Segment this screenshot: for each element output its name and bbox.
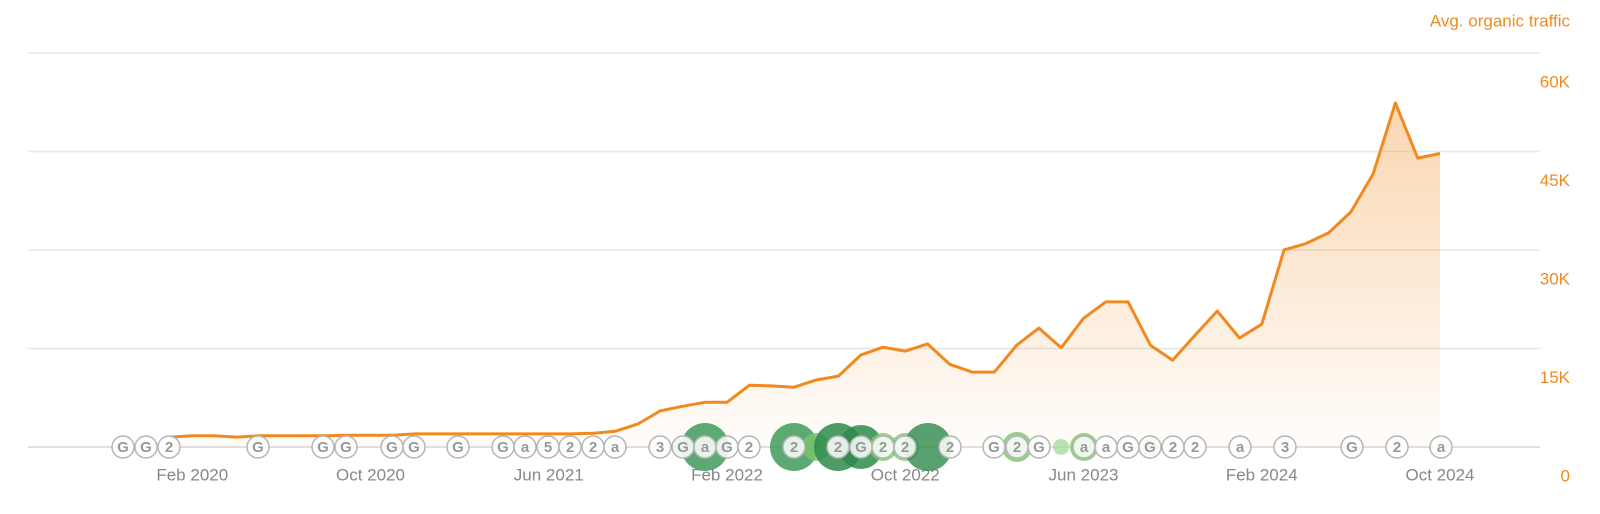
event-marker xyxy=(1027,435,1051,459)
area xyxy=(170,102,1440,448)
event-marker xyxy=(1138,435,1162,459)
event-label: 2 xyxy=(1191,439,1199,456)
x-tick-label: Feb 2024 xyxy=(1226,465,1298,484)
event-marker xyxy=(1429,435,1453,459)
event-label: G xyxy=(408,439,420,456)
event-label: 5 xyxy=(544,439,552,456)
event-label: G xyxy=(252,439,264,456)
event-marker xyxy=(558,435,582,459)
event-label: G xyxy=(386,439,398,456)
event-label: G xyxy=(1033,439,1045,456)
event-marker xyxy=(1340,435,1364,459)
event-marker xyxy=(134,435,158,459)
event-label: 2 xyxy=(834,439,842,456)
event-label: 3 xyxy=(1281,439,1289,456)
event-label: G xyxy=(1122,439,1134,456)
event-marker xyxy=(402,435,426,459)
event-label: 2 xyxy=(1013,439,1021,456)
event-label: G xyxy=(317,439,329,456)
event-marker xyxy=(311,435,335,459)
event-marker xyxy=(782,435,806,459)
event-label: G xyxy=(988,439,1000,456)
event-label: G xyxy=(721,439,733,456)
event-marker xyxy=(246,435,270,459)
event-label: 2 xyxy=(901,439,909,456)
event-label: a xyxy=(1437,439,1446,456)
event-marker xyxy=(1183,435,1207,459)
event-marker xyxy=(1273,435,1297,459)
event-marker xyxy=(446,435,470,459)
event-label: G xyxy=(1144,439,1156,456)
event-label: G xyxy=(1346,439,1358,456)
event-label: a xyxy=(1236,439,1245,456)
y-tick-label: 0 xyxy=(1561,466,1570,485)
event-marker xyxy=(938,435,962,459)
event-label: 2 xyxy=(790,439,798,456)
event-marker xyxy=(893,435,917,459)
event-marker xyxy=(334,435,358,459)
y-tick-label: 15K xyxy=(1540,368,1571,387)
traffic-line xyxy=(169,101,1441,439)
event-label: a xyxy=(1080,439,1089,456)
event-label: 3 xyxy=(656,439,664,456)
event-label: 2 xyxy=(165,439,173,456)
x-tick-label: Jun 2023 xyxy=(1049,465,1119,484)
y-tick-label: 60K xyxy=(1540,72,1571,91)
y-tick-label: 30K xyxy=(1540,269,1571,288)
event-marker xyxy=(737,435,761,459)
event-label: G xyxy=(855,439,867,456)
x-tick-label: Oct 2020 xyxy=(336,465,405,484)
update-bubble xyxy=(1053,439,1069,455)
event-label: G xyxy=(497,439,509,456)
axis-title: Avg. organic traffic xyxy=(1430,11,1571,30)
event-label: G xyxy=(340,439,352,456)
x-tick-label: Feb 2020 xyxy=(156,465,228,484)
event-label: G xyxy=(117,439,129,456)
event-label: 2 xyxy=(589,439,597,456)
y-tick-label: 45K xyxy=(1540,171,1571,190)
event-label: a xyxy=(611,439,620,456)
event-label: G xyxy=(452,439,464,456)
event-label: 2 xyxy=(566,439,574,456)
event-label: 2 xyxy=(946,439,954,456)
event-marker xyxy=(982,435,1006,459)
event-marker xyxy=(513,435,537,459)
event-marker xyxy=(111,435,135,459)
x-tick-label: Jun 2021 xyxy=(514,465,584,484)
event-marker xyxy=(648,435,672,459)
event-marker xyxy=(1385,435,1409,459)
event-label: 2 xyxy=(745,439,753,456)
update-bubble xyxy=(904,423,952,471)
event-label: 2 xyxy=(1169,439,1177,456)
event-marker xyxy=(826,435,850,459)
event-marker xyxy=(1228,435,1252,459)
event-marker xyxy=(157,435,181,459)
x-tick-label: Oct 2024 xyxy=(1406,465,1475,484)
event-marker xyxy=(603,435,627,459)
event-label: 2 xyxy=(1393,439,1401,456)
event-label: G xyxy=(677,439,689,456)
event-label: G xyxy=(140,439,152,456)
event-label: 2 xyxy=(879,439,887,456)
event-label: a xyxy=(1102,439,1111,456)
event-label: a xyxy=(521,439,530,456)
event-label: a xyxy=(701,439,710,456)
